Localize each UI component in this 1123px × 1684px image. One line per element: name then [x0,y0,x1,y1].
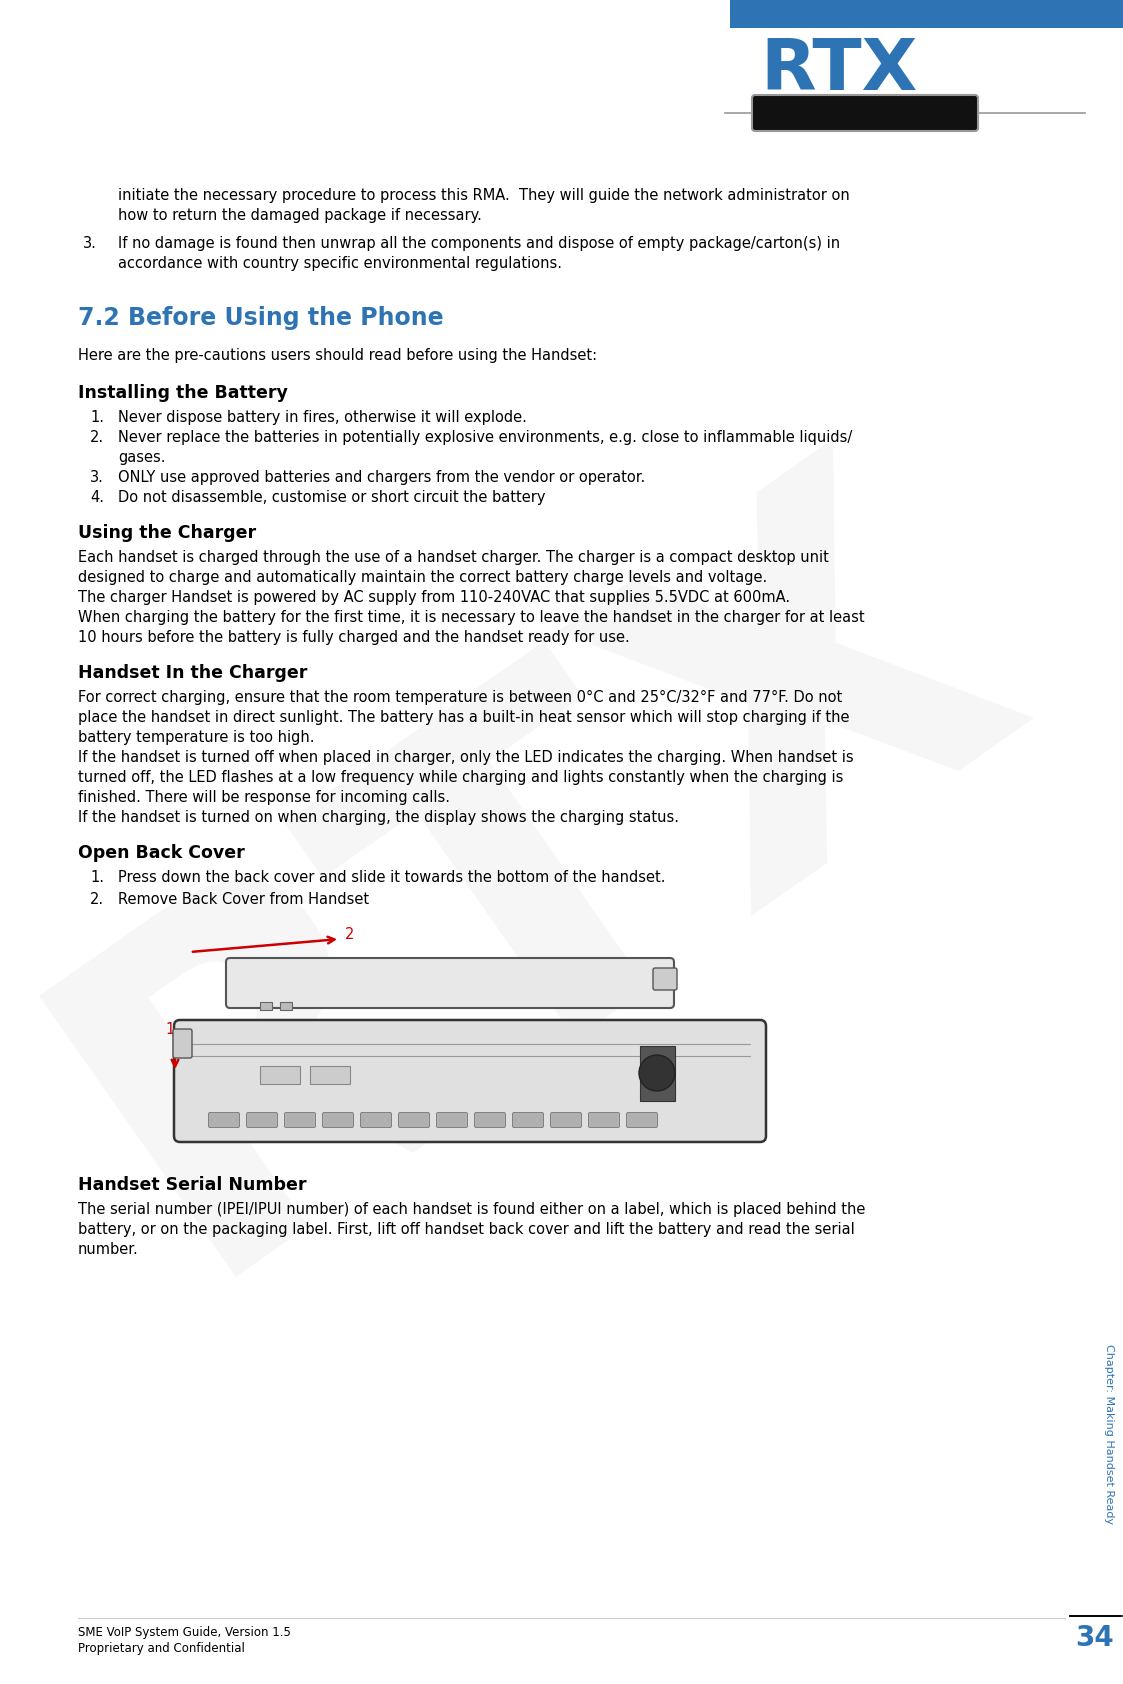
FancyBboxPatch shape [173,1029,192,1058]
FancyBboxPatch shape [399,1113,429,1128]
FancyBboxPatch shape [360,1113,392,1128]
FancyBboxPatch shape [174,1021,766,1142]
Text: RTX: RTX [760,35,917,104]
Text: TELECOM: TELECOM [825,106,905,121]
Text: 1: 1 [165,1022,174,1037]
Text: Remove Back Cover from Handset: Remove Back Cover from Handset [118,893,369,908]
Text: The serial number (IPEI/IPUI number) of each handset is found either on a label,: The serial number (IPEI/IPUI number) of … [77,1202,866,1218]
Text: Proprietary and Confidential: Proprietary and Confidential [77,1642,245,1655]
FancyBboxPatch shape [475,1113,505,1128]
Text: 10 hours before the battery is fully charged and the handset ready for use.: 10 hours before the battery is fully cha… [77,630,630,645]
FancyBboxPatch shape [226,958,674,1009]
Text: Each handset is charged through the use of a handset charger. The charger is a c: Each handset is charged through the use … [77,551,829,566]
Bar [730,0,1123,29]
Text: 2.: 2. [90,893,104,908]
Text: Chapter: Making Handset Ready: Chapter: Making Handset Ready [1104,1344,1114,1524]
Text: 2: 2 [345,926,355,941]
Bar [640,1046,675,1101]
Text: 4.: 4. [90,490,104,505]
FancyBboxPatch shape [627,1113,657,1128]
Bar [261,1066,300,1084]
Text: Installing the Battery: Installing the Battery [77,384,287,402]
Text: Handset Serial Number: Handset Serial Number [77,1175,307,1194]
FancyBboxPatch shape [437,1113,467,1128]
FancyBboxPatch shape [284,1113,316,1128]
Text: 34: 34 [1075,1623,1114,1652]
Text: RTX: RTX [0,394,1092,1357]
Text: place the handset in direct sunlight. The battery has a built-in heat sensor whi: place the handset in direct sunlight. Th… [77,711,849,726]
Text: 1.: 1. [90,871,104,886]
FancyBboxPatch shape [588,1113,620,1128]
Text: The charger Handset is powered by AC supply from 110-240VAC that supplies 5.5VDC: The charger Handset is powered by AC sup… [77,589,791,605]
Text: Here are the pre-cautions users should read before using the Handset:: Here are the pre-cautions users should r… [77,349,597,364]
FancyBboxPatch shape [247,1113,277,1128]
Text: initiate the necessary procedure to process this RMA.  They will guide the netwo: initiate the necessary procedure to proc… [118,189,850,204]
Bar [310,1066,350,1084]
Text: Using the Charger: Using the Charger [77,524,256,542]
Text: battery temperature is too high.: battery temperature is too high. [77,729,314,744]
Text: SME VoIP System Guide, Version 1.5: SME VoIP System Guide, Version 1.5 [77,1627,291,1639]
Text: Press down the back cover and slide it towards the bottom of the handset.: Press down the back cover and slide it t… [118,871,666,886]
FancyBboxPatch shape [322,1113,354,1128]
Text: If the handset is turned off when placed in charger, only the LED indicates the : If the handset is turned off when placed… [77,749,853,765]
Text: Never dispose battery in fires, otherwise it will explode.: Never dispose battery in fires, otherwis… [118,409,527,424]
Text: finished. There will be response for incoming calls.: finished. There will be response for inc… [77,790,450,805]
Text: accordance with country specific environmental regulations.: accordance with country specific environ… [118,256,562,271]
Text: designed to charge and automatically maintain the correct battery charge levels : designed to charge and automatically mai… [77,569,767,584]
Text: If no damage is found then unwrap all the components and dispose of empty packag: If no damage is found then unwrap all th… [118,236,840,251]
FancyBboxPatch shape [209,1113,239,1128]
Text: If the handset is turned on when charging, the display shows the charging status: If the handset is turned on when chargin… [77,810,679,825]
Text: battery, or on the packaging label. First, lift off handset back cover and lift : battery, or on the packaging label. Firs… [77,1223,855,1238]
Text: number.: number. [77,1243,139,1256]
Text: turned off, the LED flashes at a low frequency while charging and lights constan: turned off, the LED flashes at a low fre… [77,770,843,785]
Text: 7.2 Before Using the Phone: 7.2 Before Using the Phone [77,306,444,330]
FancyBboxPatch shape [512,1113,544,1128]
Text: 3.: 3. [83,236,97,251]
Text: 1.: 1. [90,409,104,424]
Text: gases.: gases. [118,450,165,465]
FancyBboxPatch shape [652,968,677,990]
Text: 2.: 2. [90,429,104,445]
Text: 3.: 3. [90,470,103,485]
Text: Handset In the Charger: Handset In the Charger [77,663,308,682]
Text: For correct charging, ensure that the room temperature is between 0°C and 25°C/3: For correct charging, ensure that the ro… [77,690,842,706]
Text: ONLY use approved batteries and chargers from the vendor or operator.: ONLY use approved batteries and chargers… [118,470,646,485]
Text: Do not disassemble, customise or short circuit the battery: Do not disassemble, customise or short c… [118,490,546,505]
Bar [280,1002,292,1010]
Bar [261,1002,272,1010]
FancyBboxPatch shape [550,1113,582,1128]
Text: When charging the battery for the first time, it is necessary to leave the hands: When charging the battery for the first … [77,610,865,625]
Circle shape [639,1054,675,1091]
FancyBboxPatch shape [752,94,978,131]
Text: how to return the damaged package if necessary.: how to return the damaged package if nec… [118,209,482,222]
Text: Never replace the batteries in potentially explosive environments, e.g. close to: Never replace the batteries in potential… [118,429,852,445]
Text: Open Back Cover: Open Back Cover [77,844,245,862]
